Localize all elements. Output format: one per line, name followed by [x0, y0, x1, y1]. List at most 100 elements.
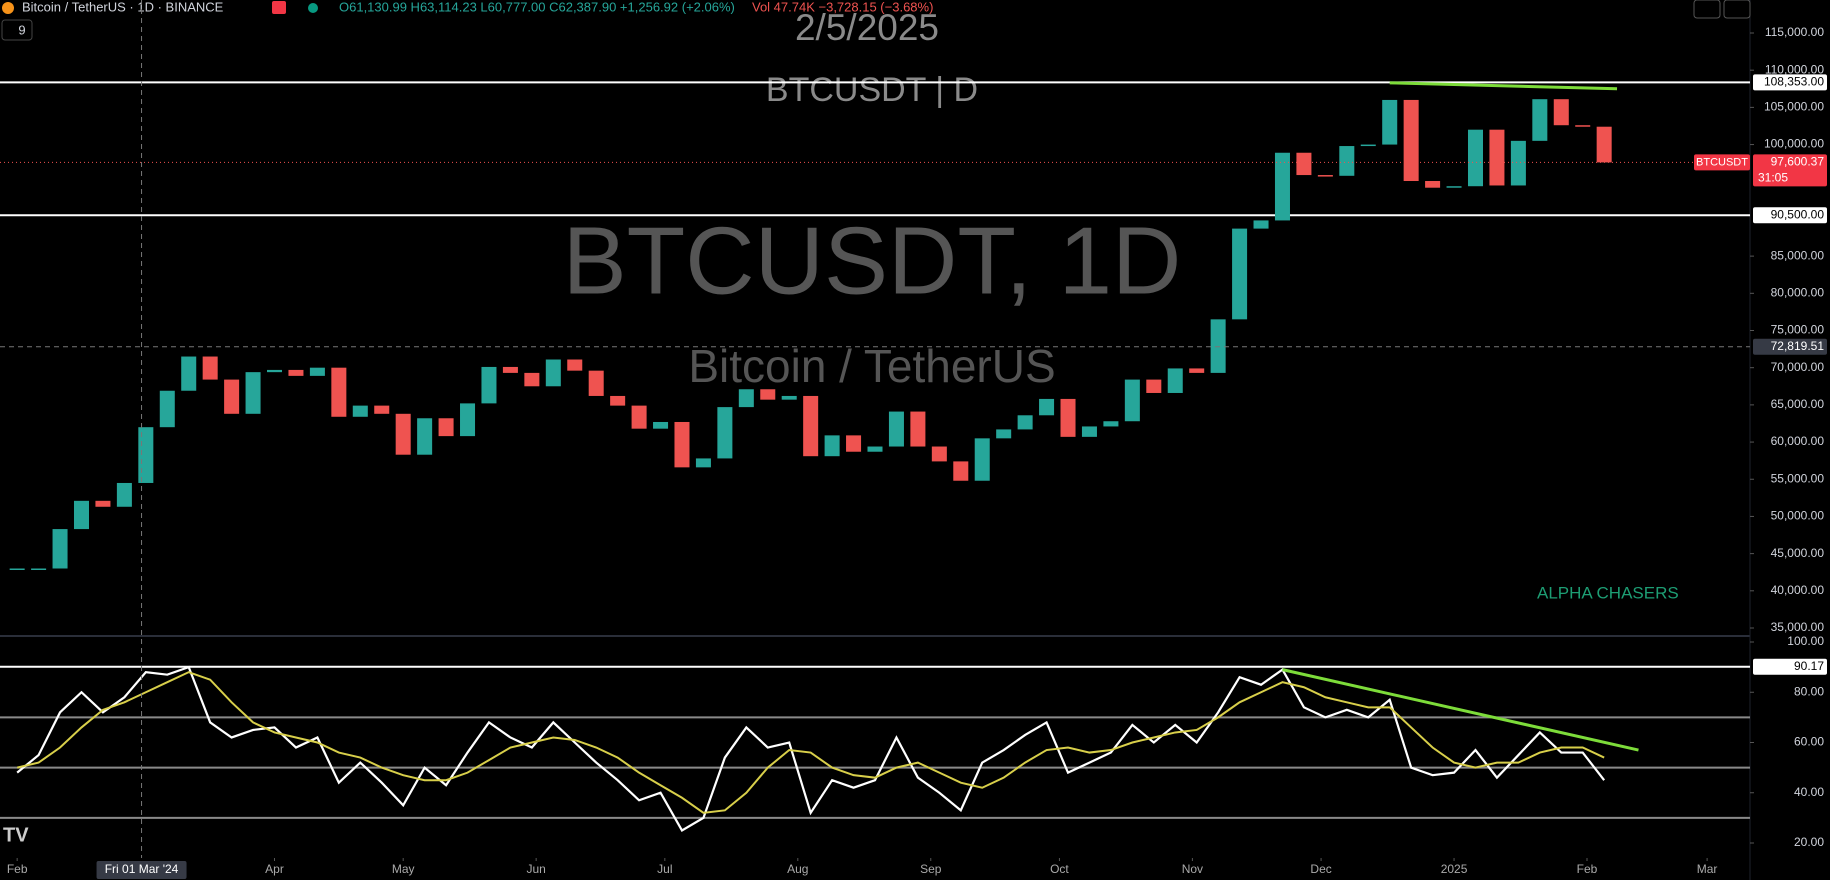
watermark-main: BTCUSDT, 1D — [563, 207, 1182, 314]
candle — [888, 411, 904, 447]
candle — [202, 356, 218, 380]
candle — [1017, 415, 1033, 430]
candle — [953, 461, 969, 481]
candle — [352, 405, 368, 417]
indicator-toggle[interactable] — [1, 19, 33, 41]
fullscreen-button[interactable] — [1723, 0, 1751, 19]
candle — [1489, 129, 1505, 186]
y-tick-label: 40,000.00 — [1771, 583, 1825, 597]
y-tick-label: 55,000.00 — [1771, 471, 1825, 485]
candle — [1124, 379, 1140, 422]
crosshair-x-label: Fri 01 Mar '24 — [105, 862, 179, 876]
candle — [73, 500, 90, 530]
candle — [996, 429, 1012, 439]
candle — [159, 390, 175, 428]
y-tick-label: 80.00 — [1794, 684, 1824, 698]
x-tick-label: Apr — [265, 862, 284, 876]
x-tick-label: Dec — [1310, 862, 1331, 876]
crosshair-tag — [1753, 338, 1827, 355]
candle — [9, 568, 25, 570]
candle — [610, 395, 626, 406]
y-tick-label: 100,000.00 — [1764, 137, 1824, 151]
candle — [545, 359, 561, 387]
coin-icon — [2, 2, 14, 14]
candle — [309, 367, 325, 376]
y-tick-label: 80,000.00 — [1771, 285, 1825, 299]
candle — [224, 379, 240, 414]
x-tick-label: Sep — [920, 862, 942, 876]
y-tick-label: 50,000.00 — [1771, 509, 1825, 523]
y-tick-label: 20.00 — [1794, 835, 1824, 849]
candle — [1210, 319, 1226, 373]
candle — [331, 367, 347, 417]
level-label: 90,500.00 — [1771, 207, 1825, 221]
x-tick-label: May — [392, 862, 415, 876]
candle — [502, 366, 518, 373]
candle — [1510, 140, 1526, 186]
candle — [1575, 125, 1591, 127]
symbol-title: Bitcoin / TetherUS · 1D · BINANCE — [22, 0, 224, 14]
last-price-label: 97,600.37 — [1771, 155, 1825, 169]
signature: ALPHA CHASERS — [1537, 583, 1679, 602]
candle — [52, 529, 68, 569]
y-tick-label: 75,000.00 — [1771, 323, 1825, 337]
candle — [1382, 99, 1398, 145]
x-tick-label: Aug — [787, 862, 808, 876]
candle — [1360, 144, 1376, 147]
candle — [417, 418, 433, 455]
candle — [1103, 421, 1119, 427]
candle — [738, 389, 754, 408]
crosshair-x-tag — [96, 861, 187, 879]
candle — [1146, 379, 1162, 393]
x-tick-label: Jun — [526, 862, 545, 876]
status-dot — [308, 3, 318, 13]
logo: TV — [3, 824, 29, 846]
candle — [1189, 368, 1205, 373]
flag-icon — [272, 1, 286, 14]
candle — [1425, 181, 1441, 188]
countdown-label: 31:05 — [1758, 171, 1788, 185]
candle — [760, 389, 776, 400]
level-label: 90.17 — [1794, 659, 1824, 673]
candle — [846, 435, 862, 452]
candle — [116, 482, 132, 507]
down-button[interactable] — [1693, 0, 1721, 19]
watermark-date: 2/5/2025 — [795, 7, 939, 48]
y-tick-label: 60.00 — [1794, 735, 1824, 749]
candle — [931, 446, 947, 462]
candle — [631, 405, 647, 429]
y-tick-label: 85,000.00 — [1771, 248, 1825, 262]
candle — [824, 435, 840, 457]
trendline — [1389, 81, 1618, 91]
candle — [1167, 368, 1183, 393]
candle — [1060, 398, 1076, 437]
indicator-count[interactable]: 9 — [18, 22, 25, 37]
symbol-tag — [1694, 154, 1750, 171]
y-tick-label: 105,000.00 — [1764, 100, 1824, 114]
candle — [374, 405, 390, 414]
candle — [588, 370, 604, 396]
candle — [481, 366, 497, 404]
candle — [1253, 220, 1269, 229]
candle — [974, 438, 990, 481]
candle — [803, 395, 819, 457]
candle — [138, 427, 154, 483]
candle — [95, 500, 111, 507]
symbol-label: BTCUSDT — [1696, 156, 1748, 168]
y-tick-label: 40.00 — [1794, 785, 1824, 799]
trendline — [1282, 668, 1639, 752]
y-tick-label: 115,000.00 — [1765, 25, 1824, 39]
x-tick-label: Oct — [1050, 862, 1069, 876]
watermark-name: Bitcoin / TetherUS — [688, 340, 1055, 392]
candle — [438, 418, 454, 437]
y-tick-label: 70,000.00 — [1771, 360, 1825, 374]
candle — [1039, 398, 1055, 416]
candle — [181, 356, 197, 391]
level-tag — [1753, 207, 1827, 224]
candle — [781, 395, 797, 400]
x-tick-label: Feb — [7, 862, 28, 876]
candle — [1339, 146, 1355, 176]
candle — [867, 446, 883, 452]
candle — [1446, 186, 1462, 188]
